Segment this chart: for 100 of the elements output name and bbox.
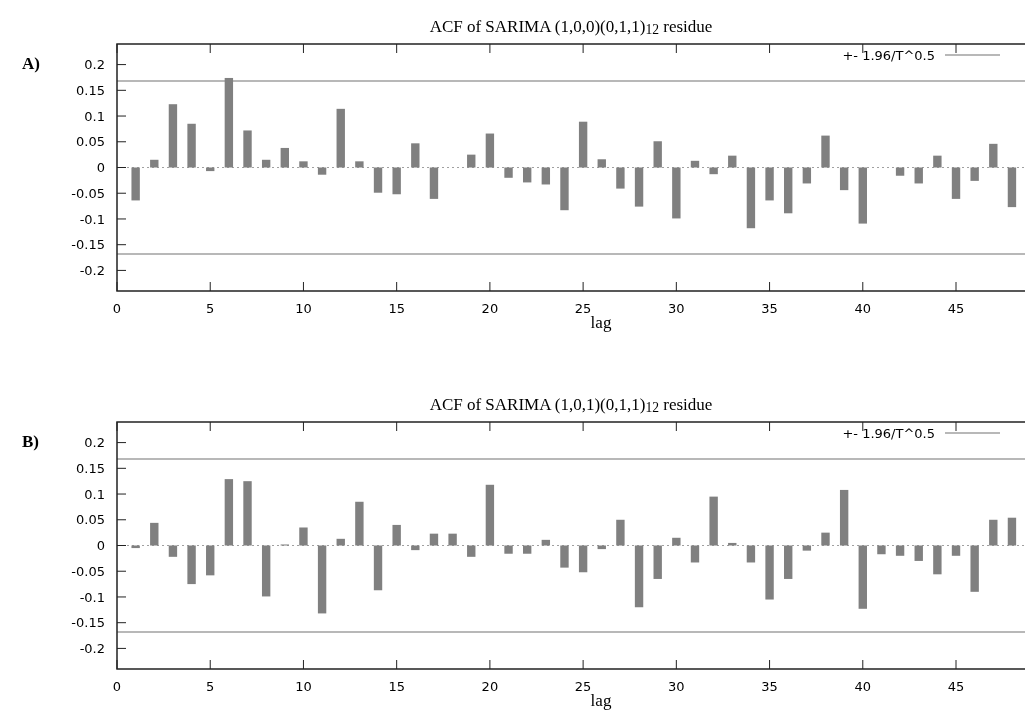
y-tick-label: 0.05	[76, 512, 105, 528]
bar	[467, 545, 476, 557]
bar	[224, 479, 234, 546]
bar	[672, 537, 681, 546]
bar	[317, 545, 327, 614]
bar	[541, 167, 551, 185]
bar	[187, 545, 196, 585]
bar	[634, 167, 644, 207]
bar	[914, 167, 923, 184]
bar	[895, 167, 905, 176]
bar	[746, 545, 756, 563]
bar	[336, 108, 345, 168]
bar	[746, 167, 756, 229]
x-tick-label: 35	[761, 301, 778, 316]
bar	[765, 167, 774, 201]
bar	[224, 77, 234, 168]
bar	[802, 167, 812, 184]
bar	[597, 159, 606, 168]
x-tick-label: 30	[668, 679, 685, 694]
bar	[243, 130, 252, 168]
y-tick-label: 0.1	[84, 108, 105, 124]
x-tick-label: 40	[854, 679, 872, 694]
x-tick-label: 45	[947, 679, 965, 694]
x-axis-title: lag	[590, 313, 612, 332]
y-tick-label: 0.1	[84, 486, 105, 502]
y-tick-label: 0	[96, 160, 105, 176]
bar	[448, 533, 457, 546]
bar	[690, 160, 700, 168]
bar	[168, 104, 178, 168]
x-tick-label: 15	[388, 301, 405, 316]
bar	[541, 539, 551, 546]
bar	[839, 167, 849, 191]
y-tick-label: 0.2	[84, 57, 105, 73]
bar	[690, 545, 700, 563]
y-tick-label: 0.2	[84, 435, 105, 451]
x-tick-label: 40	[854, 301, 872, 316]
bar	[653, 141, 662, 168]
bar	[858, 545, 867, 609]
bar	[858, 167, 867, 224]
y-tick-label: -0.2	[79, 262, 105, 278]
y-tick-label: -0.05	[71, 185, 105, 201]
bar	[933, 545, 942, 575]
y-tick-label: -0.1	[79, 589, 105, 605]
bar	[1007, 517, 1017, 546]
bar	[616, 519, 625, 546]
bar	[784, 545, 793, 579]
bar	[280, 147, 289, 168]
bar	[709, 167, 718, 175]
bar	[522, 167, 532, 183]
bar	[970, 545, 979, 592]
bar	[1007, 167, 1017, 208]
x-tick-label: 20	[481, 301, 499, 316]
x-tick-label: 25	[574, 301, 592, 316]
x-tick-label: 20	[481, 679, 499, 694]
x-tick-label: 25	[574, 679, 592, 694]
y-tick-label: 0.15	[76, 460, 105, 476]
bar	[355, 501, 364, 546]
bar	[821, 135, 830, 168]
bar	[131, 167, 140, 201]
bar	[411, 143, 420, 168]
bar	[839, 489, 849, 546]
bar	[765, 545, 774, 600]
bar	[578, 545, 588, 573]
bar	[560, 545, 569, 568]
bar	[914, 545, 923, 561]
bar	[784, 167, 793, 214]
bar	[951, 545, 961, 556]
x-tick-label: 5	[206, 679, 215, 694]
legend-label: +- 1.96/T^0.5	[842, 48, 935, 63]
y-tick-label: 0.05	[76, 134, 105, 150]
bar	[895, 545, 905, 556]
y-tick-label: -0.15	[71, 615, 105, 631]
bar	[485, 484, 495, 546]
bar	[728, 542, 737, 546]
bar	[206, 545, 215, 576]
chart-title: ACF of SARIMA (1,0,0)(0,1,1)$_{12}$ residue	[429, 17, 713, 38]
bar	[187, 123, 196, 168]
x-tick-label: 0	[112, 679, 122, 694]
x-tick-label: 35	[761, 679, 778, 694]
bar	[802, 545, 812, 551]
x-axis-title: lag	[590, 691, 612, 710]
y-tick-label: 0	[96, 538, 105, 554]
bar	[485, 133, 495, 168]
bar	[634, 545, 644, 608]
bar	[299, 527, 308, 546]
bar	[821, 532, 830, 546]
text: A)	[22, 54, 40, 73]
bar	[672, 167, 681, 219]
y-tick-label: 0.15	[76, 82, 105, 98]
bar	[317, 167, 327, 175]
bar	[467, 154, 476, 168]
bar	[951, 167, 961, 199]
bar	[989, 143, 998, 168]
bar	[709, 496, 718, 546]
bar	[150, 522, 159, 546]
x-tick-label: 30	[668, 301, 685, 316]
bar	[504, 545, 513, 554]
bar	[299, 161, 308, 168]
x-tick-label: 5	[206, 301, 215, 316]
bar	[392, 167, 401, 195]
